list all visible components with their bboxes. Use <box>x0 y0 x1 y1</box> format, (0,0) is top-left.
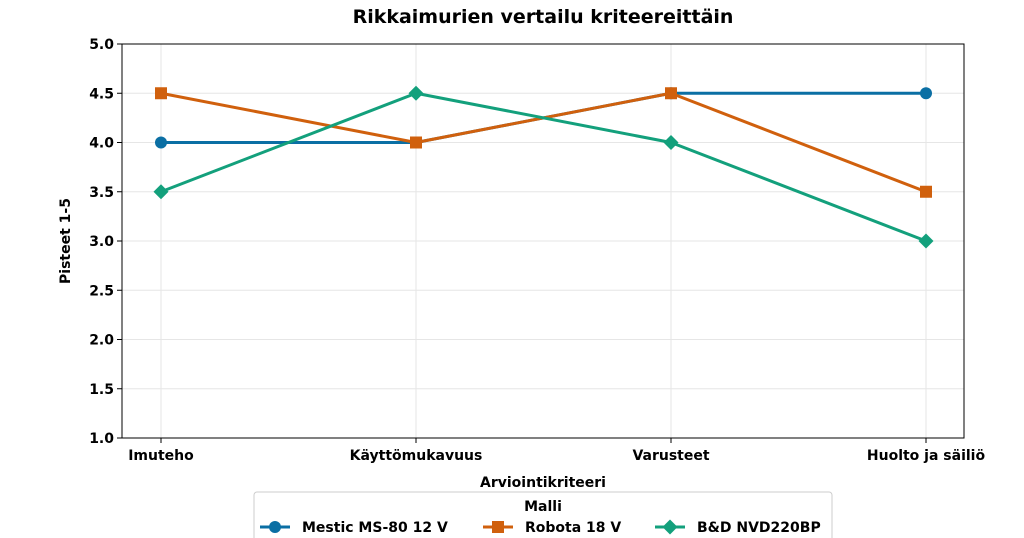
y-tick-label: 5.0 <box>89 37 114 53</box>
data-point <box>920 185 932 198</box>
y-tick-label: 1.0 <box>89 431 114 447</box>
y-tick-label: 3.0 <box>89 234 114 250</box>
x-axis-label: Arviointikriteeri <box>480 475 606 491</box>
legend: Malli Mestic MS-80 12 V Robota 18 V B&D NV… <box>253 491 833 538</box>
data-point <box>918 233 934 249</box>
data-point <box>155 87 167 100</box>
x-tick-label: Käyttömukavuus <box>350 448 483 464</box>
legend-item: B&D NVD220BP <box>655 519 821 536</box>
legend-marker <box>492 521 504 533</box>
data-point <box>920 87 932 100</box>
y-tick-label: 2.0 <box>89 333 114 349</box>
legend-label: Mestic MS-80 12 V <box>302 520 448 536</box>
chart-title: Rikkaimurien vertailu kriteereittäin <box>353 6 734 28</box>
y-tick-label: 4.5 <box>89 86 114 102</box>
legend-box <box>253 491 833 538</box>
data-point <box>408 85 424 101</box>
x-tick-label: Imuteho <box>128 448 194 464</box>
series-lines <box>153 85 934 249</box>
legend-title: Malli <box>524 499 562 515</box>
x-tick-label: Varusteet <box>632 448 709 464</box>
data-point <box>153 184 169 200</box>
y-tick-label: 1.5 <box>89 382 114 398</box>
y-axis-ticks: 1.0 1.5 2.0 2.5 3.0 3.5 4.0 4.5 5.0 <box>89 37 122 447</box>
legend-label: B&D NVD220BP <box>697 520 821 536</box>
series-2 <box>153 85 934 249</box>
legend-items: Mestic MS-80 12 V Robota 18 V B&D NVD220BP <box>260 519 821 536</box>
legend-item: Mestic MS-80 12 V <box>260 520 448 536</box>
legend-item: Robota 18 V <box>483 520 621 536</box>
data-point <box>155 136 167 149</box>
series-line <box>160 91 927 243</box>
y-tick-label: 4.0 <box>89 136 114 152</box>
data-point <box>663 135 679 150</box>
y-tick-label: 3.5 <box>89 185 114 201</box>
legend-marker <box>269 521 281 533</box>
grid-lines <box>122 43 964 439</box>
y-tick-label: 2.5 <box>89 283 114 299</box>
legend-label: Robota 18 V <box>525 520 621 536</box>
y-axis-label: Pisteet 1-5 <box>58 198 74 284</box>
data-point <box>665 87 677 100</box>
x-tick-label: Huolto ja säiliö <box>867 448 986 464</box>
legend-marker <box>662 519 678 535</box>
x-axis-ticks: Imuteho Käyttömukavuus Varusteet Huolto ja … <box>128 438 985 464</box>
data-point <box>410 136 422 149</box>
